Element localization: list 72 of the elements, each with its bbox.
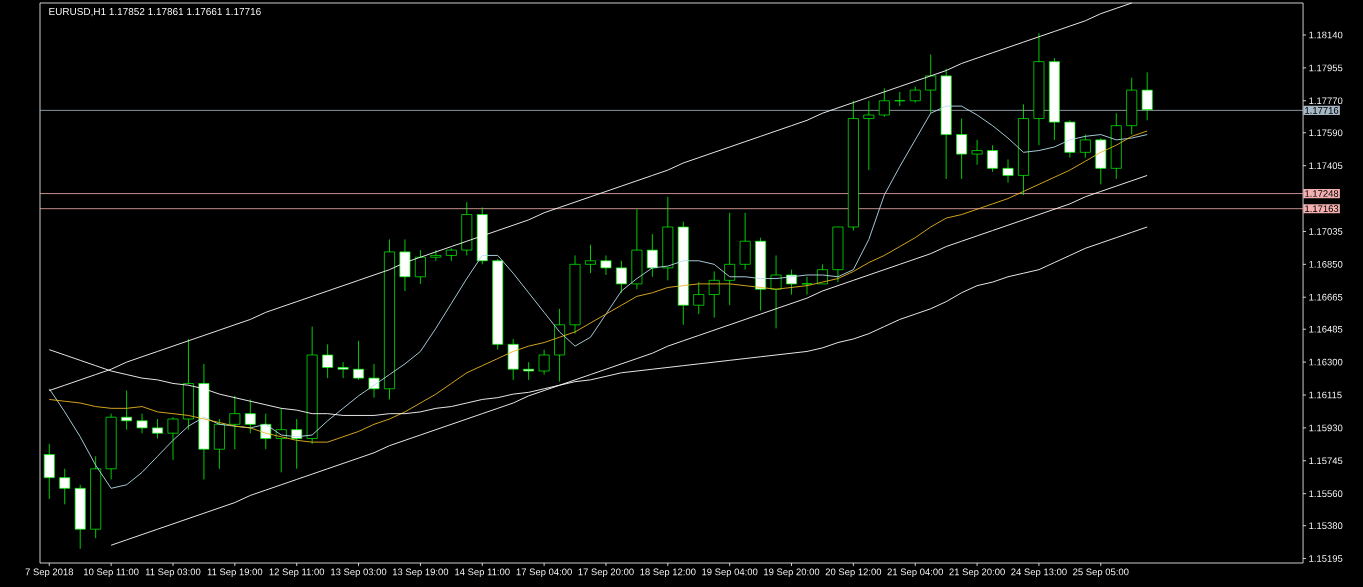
x-tick-label: 24 Sep 13:00 (1011, 568, 1067, 578)
x-tick-label: 21 Sep 04:00 (887, 568, 943, 578)
candlestick (894, 91, 906, 107)
candlestick (739, 212, 751, 271)
y-tick-label: 1.17405 (1309, 162, 1343, 170)
candlestick (987, 144, 998, 173)
candlestick (43, 443, 55, 500)
candlestick (801, 276, 813, 295)
candlestick (291, 418, 303, 470)
candlestick (59, 468, 71, 505)
candlestick (538, 349, 550, 375)
candlestick (600, 255, 612, 276)
y-tick-label: 1.18140 (1309, 31, 1343, 39)
y-tick-label: 1.16665 (1309, 293, 1343, 301)
y-tick-label: 1.16300 (1309, 358, 1343, 366)
candlestick (724, 212, 736, 306)
candlestick (956, 118, 968, 180)
candlestick (878, 87, 890, 118)
candlestick (152, 418, 163, 439)
candlestick (863, 100, 875, 171)
y-tick-label: 1.16115 (1309, 391, 1342, 399)
candlestick (430, 249, 442, 262)
x-tick-label: 19 Sep 04:00 (702, 568, 758, 578)
y-tick-label: 1.15195 (1309, 555, 1343, 562)
candlestick (322, 343, 334, 379)
chart-title: EURUSD,H1 1.17852 1.17861 1.17661 1.17716 (49, 8, 261, 17)
y-tick-label: 1.17590 (1309, 129, 1343, 137)
x-tick-label: 11 Sep 03:00 (145, 568, 201, 578)
candlestick (646, 233, 658, 278)
ref-line-label: 1.17248 (1305, 190, 1339, 197)
x-tick-label: 7 Sep 2018 (25, 568, 74, 578)
candlestick (136, 413, 148, 434)
candlestick (337, 361, 349, 379)
x-tick-label: 20 Sep 12:00 (825, 568, 882, 578)
y-tick-label: 1.15380 (1309, 522, 1343, 530)
candlestick (167, 416, 179, 461)
candlestick (1141, 71, 1153, 121)
y-tick-label: 1.16485 (1309, 325, 1343, 333)
x-tick-label: 17 Sep 04:00 (516, 568, 572, 578)
candlestick (353, 340, 364, 381)
candlestick (1079, 134, 1091, 159)
y-tick-label: 1.15930 (1309, 424, 1343, 432)
ref-line-label: 1.17163 (1305, 205, 1339, 213)
candlestick (585, 244, 596, 274)
y-tick-label: 1.15745 (1309, 457, 1343, 465)
x-tick-label: 14 Sep 11:00 (455, 568, 510, 578)
x-tick-label: 13 Sep 19:00 (392, 568, 449, 578)
y-tick-label: 1.17955 (1309, 64, 1343, 72)
candlestick (971, 139, 983, 166)
y-tick-label: 1.16850 (1309, 260, 1343, 268)
y-tick-label: 1.15560 (1309, 490, 1343, 498)
y-tick-label: 1.17770 (1309, 97, 1343, 105)
candlestick (925, 54, 937, 114)
candlestick (414, 249, 426, 285)
x-tick-label: 17 Sep 20:00 (578, 568, 634, 578)
ref-line-label: 1.17716 (1305, 107, 1339, 114)
x-tick-label: 12 Sep 11:00 (269, 568, 325, 578)
x-tick-label: 11 Sep 19:00 (207, 568, 263, 578)
candlestick (523, 361, 535, 381)
x-tick-label: 19 Sep 20:00 (764, 568, 820, 578)
candlestick (121, 390, 133, 431)
x-tick-label: 13 Sep 03:00 (331, 568, 387, 578)
x-tick-label: 18 Sep 12:00 (640, 568, 696, 578)
candlestick (770, 255, 782, 329)
x-tick-label: 10 Sep 11:00 (84, 568, 139, 578)
x-tick-label: 25 Sep 05:00 (1073, 568, 1129, 578)
x-tick-label: 21 Sep 20:00 (949, 568, 1005, 578)
candlestick (229, 395, 241, 450)
candlestick (1002, 159, 1014, 183)
candlestick (615, 260, 627, 294)
y-tick-label: 1.17035 (1309, 228, 1343, 235)
candlestick (693, 281, 705, 315)
